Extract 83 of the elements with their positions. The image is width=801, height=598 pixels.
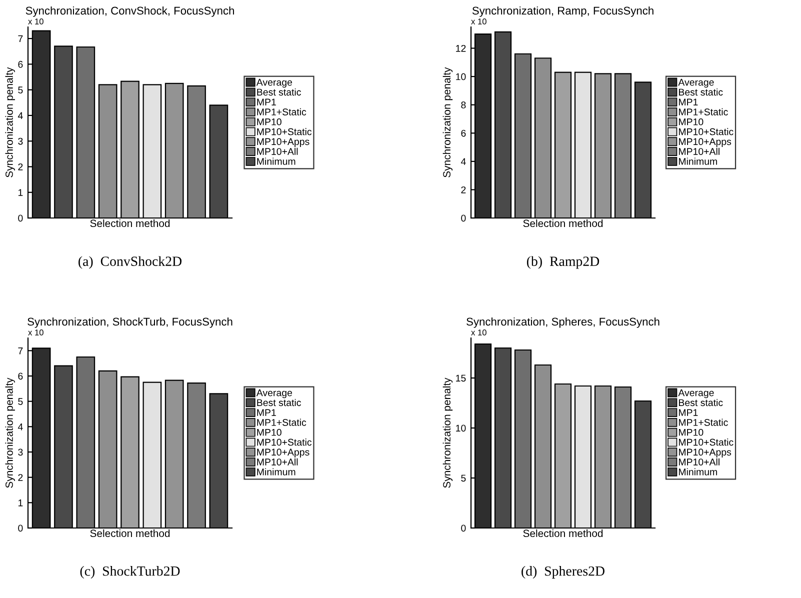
- legend-label: MP10+Apps: [678, 448, 732, 458]
- legend-label: Minimum: [257, 468, 296, 476]
- y-tick-label: 2: [18, 163, 23, 170]
- chart-title: Synchronization, Spheres, FocusSynch: [466, 317, 660, 328]
- legend-label: MP1+Static: [678, 108, 728, 116]
- y-tick-label: 2: [461, 186, 466, 194]
- legend-label: MP10+All: [257, 458, 298, 466]
- legend-label: Average: [678, 78, 714, 88]
- y-tick-label: 6: [461, 130, 466, 137]
- legend-label: Minimum: [678, 158, 717, 165]
- chart-title: Synchronization, ConvShock, FocusSynch: [26, 6, 234, 17]
- legend-label: MP1+Static: [257, 108, 306, 116]
- y-tick-label: 5: [461, 474, 466, 482]
- y-tick-label: 7: [18, 348, 23, 354]
- legend-label: MP10+Static: [678, 438, 734, 446]
- legend-label: MP1: [678, 98, 698, 106]
- y-axis-title: Synchronization penalty: [5, 67, 15, 178]
- y-tick-label: 1: [18, 500, 23, 506]
- legend-label: MP1: [678, 409, 698, 416]
- text: (c) ShockTurb2D: [80, 566, 180, 579]
- y-axis-title: Synchronization penalty: [442, 378, 453, 488]
- y-tick-label: 10: [456, 73, 466, 80]
- legend-label: Best static: [678, 88, 723, 96]
- y-tick-label: 4: [18, 112, 23, 119]
- y-tick-label: 6: [18, 372, 23, 380]
- legend-label: MP10+All: [678, 458, 720, 466]
- legend-label: MP10+Static: [257, 438, 312, 446]
- y-tick-label: 0: [18, 214, 23, 222]
- x-axis-title: Selection method: [90, 219, 170, 228]
- legend-label: MP10+Static: [257, 128, 312, 136]
- text: x 10: [471, 18, 486, 24]
- legend-label: MP1+Static: [257, 418, 306, 426]
- y-axis-title: Synchronization penalty: [5, 378, 15, 488]
- legend-label: MP10+Static: [678, 128, 734, 136]
- y-tick-label: 1: [18, 189, 23, 196]
- legend-label: Minimum: [678, 468, 717, 476]
- legend-label: MP1: [257, 98, 276, 106]
- legend-label: MP10+Apps: [257, 448, 310, 458]
- y-tick-label: 5: [18, 86, 23, 94]
- x-axis-title: Selection method: [523, 219, 603, 228]
- legend-label: MP10+Apps: [257, 138, 310, 147]
- y-tick-label: 5: [18, 398, 23, 405]
- legend-label: MP10: [678, 118, 704, 126]
- text: (a) ConvShock2D: [78, 256, 182, 269]
- y-tick-label: 3: [18, 448, 23, 456]
- legend-label: Average: [678, 389, 714, 398]
- y-tick-label: 10: [456, 424, 466, 432]
- y-tick-label: 3: [18, 138, 23, 145]
- y-tick-label: 2: [18, 474, 23, 481]
- legend-label: MP1: [257, 409, 276, 416]
- x-axis-title: Selection method: [90, 529, 170, 538]
- y-tick-label: 0: [461, 214, 466, 222]
- y-tick-label: 8: [461, 102, 466, 108]
- text: (d) Spheres2D: [522, 566, 604, 579]
- y-tick-label: 4: [18, 424, 23, 430]
- y-tick-label: 15: [456, 374, 466, 382]
- legend-label: MP10+All: [678, 148, 720, 155]
- chart-title: Synchronization, ShockTurb, FocusSynch: [28, 317, 232, 328]
- legend-label: Average: [256, 389, 292, 398]
- legend-label: Average: [256, 78, 292, 88]
- legend-label: Minimum: [257, 158, 296, 165]
- text: x 10: [28, 330, 44, 336]
- legend-label: MP1+Static: [678, 418, 728, 426]
- text: x 10: [28, 18, 44, 24]
- y-tick-label: 6: [18, 60, 23, 68]
- legend-label: MP10: [257, 118, 282, 126]
- legend-label: Best static: [257, 88, 301, 96]
- text: (b) Ramp2D: [526, 256, 600, 269]
- x-axis-title: Selection method: [523, 529, 603, 538]
- y-axis-title: Synchronization penalty: [442, 67, 453, 178]
- y-tick-label: 12: [456, 44, 466, 52]
- chart-title: Synchronization, Ramp, FocusSynch: [472, 6, 654, 17]
- legend-label: MP10: [678, 428, 704, 436]
- y-tick-label: 4: [460, 158, 466, 165]
- y-tick-label: 7: [18, 35, 23, 42]
- legend-label: MP10+Apps: [678, 138, 732, 147]
- legend-label: MP10: [257, 428, 282, 436]
- legend-label: Best static: [678, 398, 723, 406]
- text: x 10: [471, 330, 486, 336]
- legend-label: MP10+All: [257, 148, 298, 155]
- y-tick-label: 0: [461, 524, 466, 532]
- y-tick-label: 0: [18, 524, 23, 532]
- legend-label: Best static: [257, 398, 301, 406]
